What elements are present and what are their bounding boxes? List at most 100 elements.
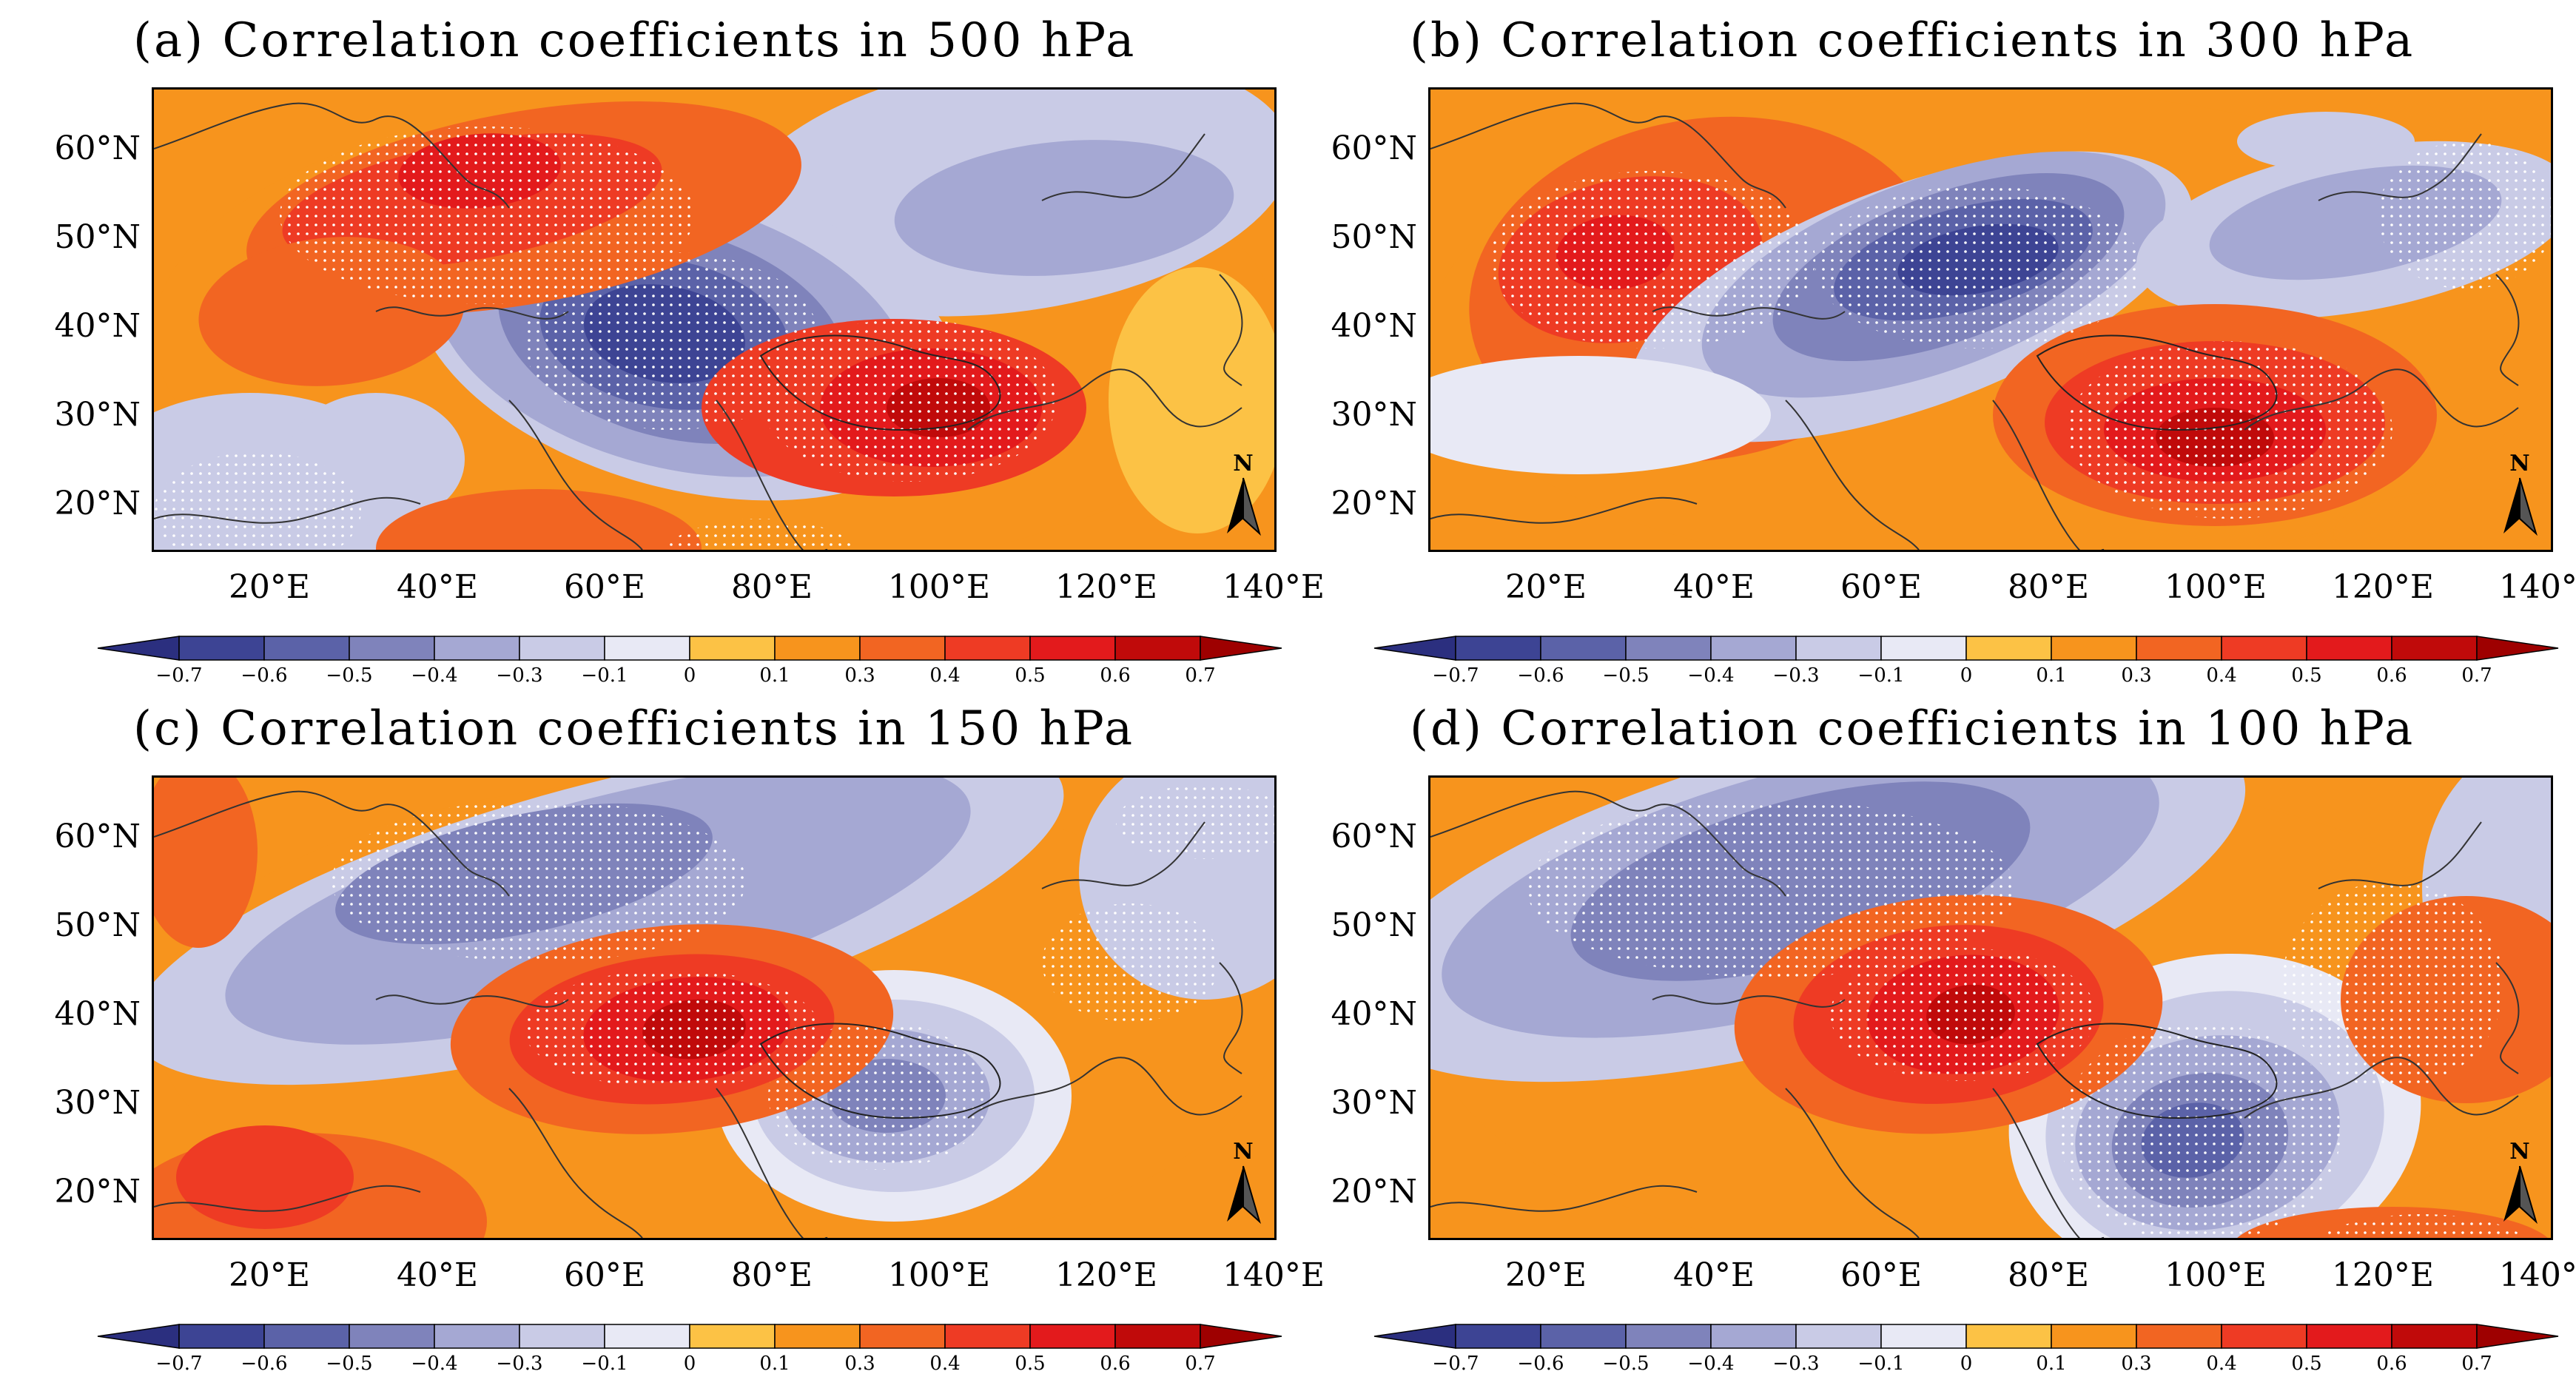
- colorbar-label: 0.1: [2036, 1353, 2067, 1375]
- significance-stipple: [2378, 141, 2551, 289]
- north-label: N: [2509, 451, 2529, 477]
- north-label: N: [1233, 1139, 1253, 1165]
- lat-label: 30°N: [54, 1084, 141, 1122]
- colorbar-swatch: [1710, 636, 1797, 661]
- colorbar-label: −0.5: [326, 1353, 373, 1375]
- lon-label: 140°E: [2498, 568, 2576, 606]
- plateau-outline: [2036, 1023, 2278, 1119]
- lon-label: 40°E: [1672, 568, 1755, 606]
- lon-label: 20°E: [1504, 1256, 1587, 1294]
- colorbar-label: 0.4: [929, 1353, 961, 1375]
- colorbar-swatch: [263, 636, 350, 661]
- colorbar-swatch: [2306, 1324, 2392, 1349]
- colorbar-label: −0.4: [1687, 1353, 1735, 1375]
- north-label: N: [2509, 1139, 2529, 1165]
- significance-stipple: [1527, 800, 2015, 977]
- lon-label: 60°E: [563, 1256, 646, 1294]
- colorbar-label: 0.5: [1015, 1353, 1046, 1375]
- map-canvas: [154, 90, 1274, 550]
- coastline: [1041, 133, 1205, 201]
- correlation-map: [152, 775, 1277, 1240]
- lat-label: 30°N: [1331, 396, 1418, 434]
- coastline: [375, 994, 569, 1008]
- colorbar-swatch: [434, 636, 520, 661]
- lon-label: 120°E: [1055, 568, 1158, 606]
- lon-label: 80°E: [2007, 568, 2090, 606]
- colorbar-swatch: [1625, 1324, 1712, 1349]
- colorbar-swatch: [859, 1324, 946, 1349]
- colorbar: [1373, 636, 2559, 661]
- colorbar-label: −0.7: [1432, 1353, 1479, 1375]
- colorbar-label: 0: [1960, 664, 1973, 687]
- significance-stipple: [1830, 948, 2096, 1081]
- north-arrow-icon: N: [2503, 451, 2538, 536]
- coastline: [1785, 1088, 1920, 1238]
- lat-label: 50°N: [54, 906, 141, 944]
- lat-label: 50°N: [1331, 906, 1418, 944]
- colorbar-label: 0: [683, 664, 696, 687]
- coastline: [2244, 1057, 2519, 1119]
- colorbar-label: 0.6: [1100, 1353, 1131, 1375]
- lon-label: 80°E: [730, 1256, 813, 1294]
- contour-region: [2237, 112, 2415, 171]
- colorbar-swatch: [1880, 636, 1967, 661]
- colorbar-swatch: [97, 1324, 180, 1349]
- colorbar-label: 0.3: [2121, 664, 2152, 687]
- colorbar-label: 0.7: [2461, 664, 2492, 687]
- colorbar-label: −0.3: [1772, 1353, 1820, 1375]
- lat-label: 20°N: [54, 1173, 141, 1211]
- colorbar-label: −0.3: [496, 664, 543, 687]
- coastline: [508, 1088, 643, 1238]
- colorbar-label: 0.4: [2206, 1353, 2237, 1375]
- lon-label: 20°E: [228, 568, 311, 606]
- lat-label: 50°N: [54, 218, 141, 256]
- colorbar-swatch: [2051, 636, 2137, 661]
- colorbar-swatch: [774, 1324, 861, 1349]
- colorbar-swatch: [1880, 1324, 1967, 1349]
- lon-label: 40°E: [1672, 1256, 1755, 1294]
- north-arrow-icon: N: [1227, 1139, 1261, 1225]
- lon-label: 120°E: [2331, 1256, 2435, 1294]
- lon-label: 80°E: [2007, 1256, 2090, 1294]
- lat-label: 40°N: [1331, 995, 1418, 1033]
- colorbar-swatch: [1373, 636, 1456, 661]
- colorbar-label: 0.4: [2206, 664, 2237, 687]
- colorbar-swatch: [604, 636, 690, 661]
- colorbar: [97, 636, 1282, 661]
- colorbar-swatch: [859, 636, 946, 661]
- colorbar-swatch: [1540, 636, 1627, 661]
- contour-region: [176, 1125, 354, 1229]
- colorbar-swatch: [1029, 1324, 1116, 1349]
- coastline: [1041, 821, 1205, 889]
- plateau-outline: [759, 334, 1001, 431]
- colorbar-swatch: [1455, 636, 1541, 661]
- coastline: [1992, 400, 2105, 550]
- map-canvas: [1430, 778, 2551, 1238]
- colorbar-label: 0.7: [1185, 664, 1216, 687]
- colorbar-swatch: [689, 636, 776, 661]
- lon-label: 20°E: [228, 1256, 311, 1294]
- colorbar-swatch: [1710, 1324, 1797, 1349]
- colorbar-label: 0.1: [759, 1353, 790, 1375]
- coastline: [1652, 306, 1846, 320]
- colorbar-label: −0.5: [1602, 1353, 1649, 1375]
- colorbar-label: −0.5: [1602, 664, 1649, 687]
- significance-stipple: [768, 1022, 990, 1170]
- contour-region: [1430, 356, 1771, 474]
- colorbar-label: 0.7: [2461, 1353, 2492, 1375]
- colorbar-label: −0.1: [581, 1353, 628, 1375]
- colorbar-swatch: [604, 1324, 690, 1349]
- coastline: [967, 368, 1242, 431]
- lat-label: 20°N: [54, 485, 141, 522]
- colorbar-swatch: [689, 1324, 776, 1349]
- coastline: [1430, 496, 1698, 524]
- colorbar-label: −0.4: [411, 1353, 458, 1375]
- colorbar-swatch: [1540, 1324, 1627, 1349]
- significance-stipple: [154, 452, 361, 550]
- lon-label: 100°E: [887, 1256, 991, 1294]
- colorbar-swatch: [1795, 1324, 1882, 1349]
- colorbar-label: 0: [1960, 1353, 1973, 1375]
- lon-label: 100°E: [2164, 1256, 2267, 1294]
- lat-label: 20°N: [1331, 485, 1418, 522]
- plateau-outline: [759, 1023, 1001, 1119]
